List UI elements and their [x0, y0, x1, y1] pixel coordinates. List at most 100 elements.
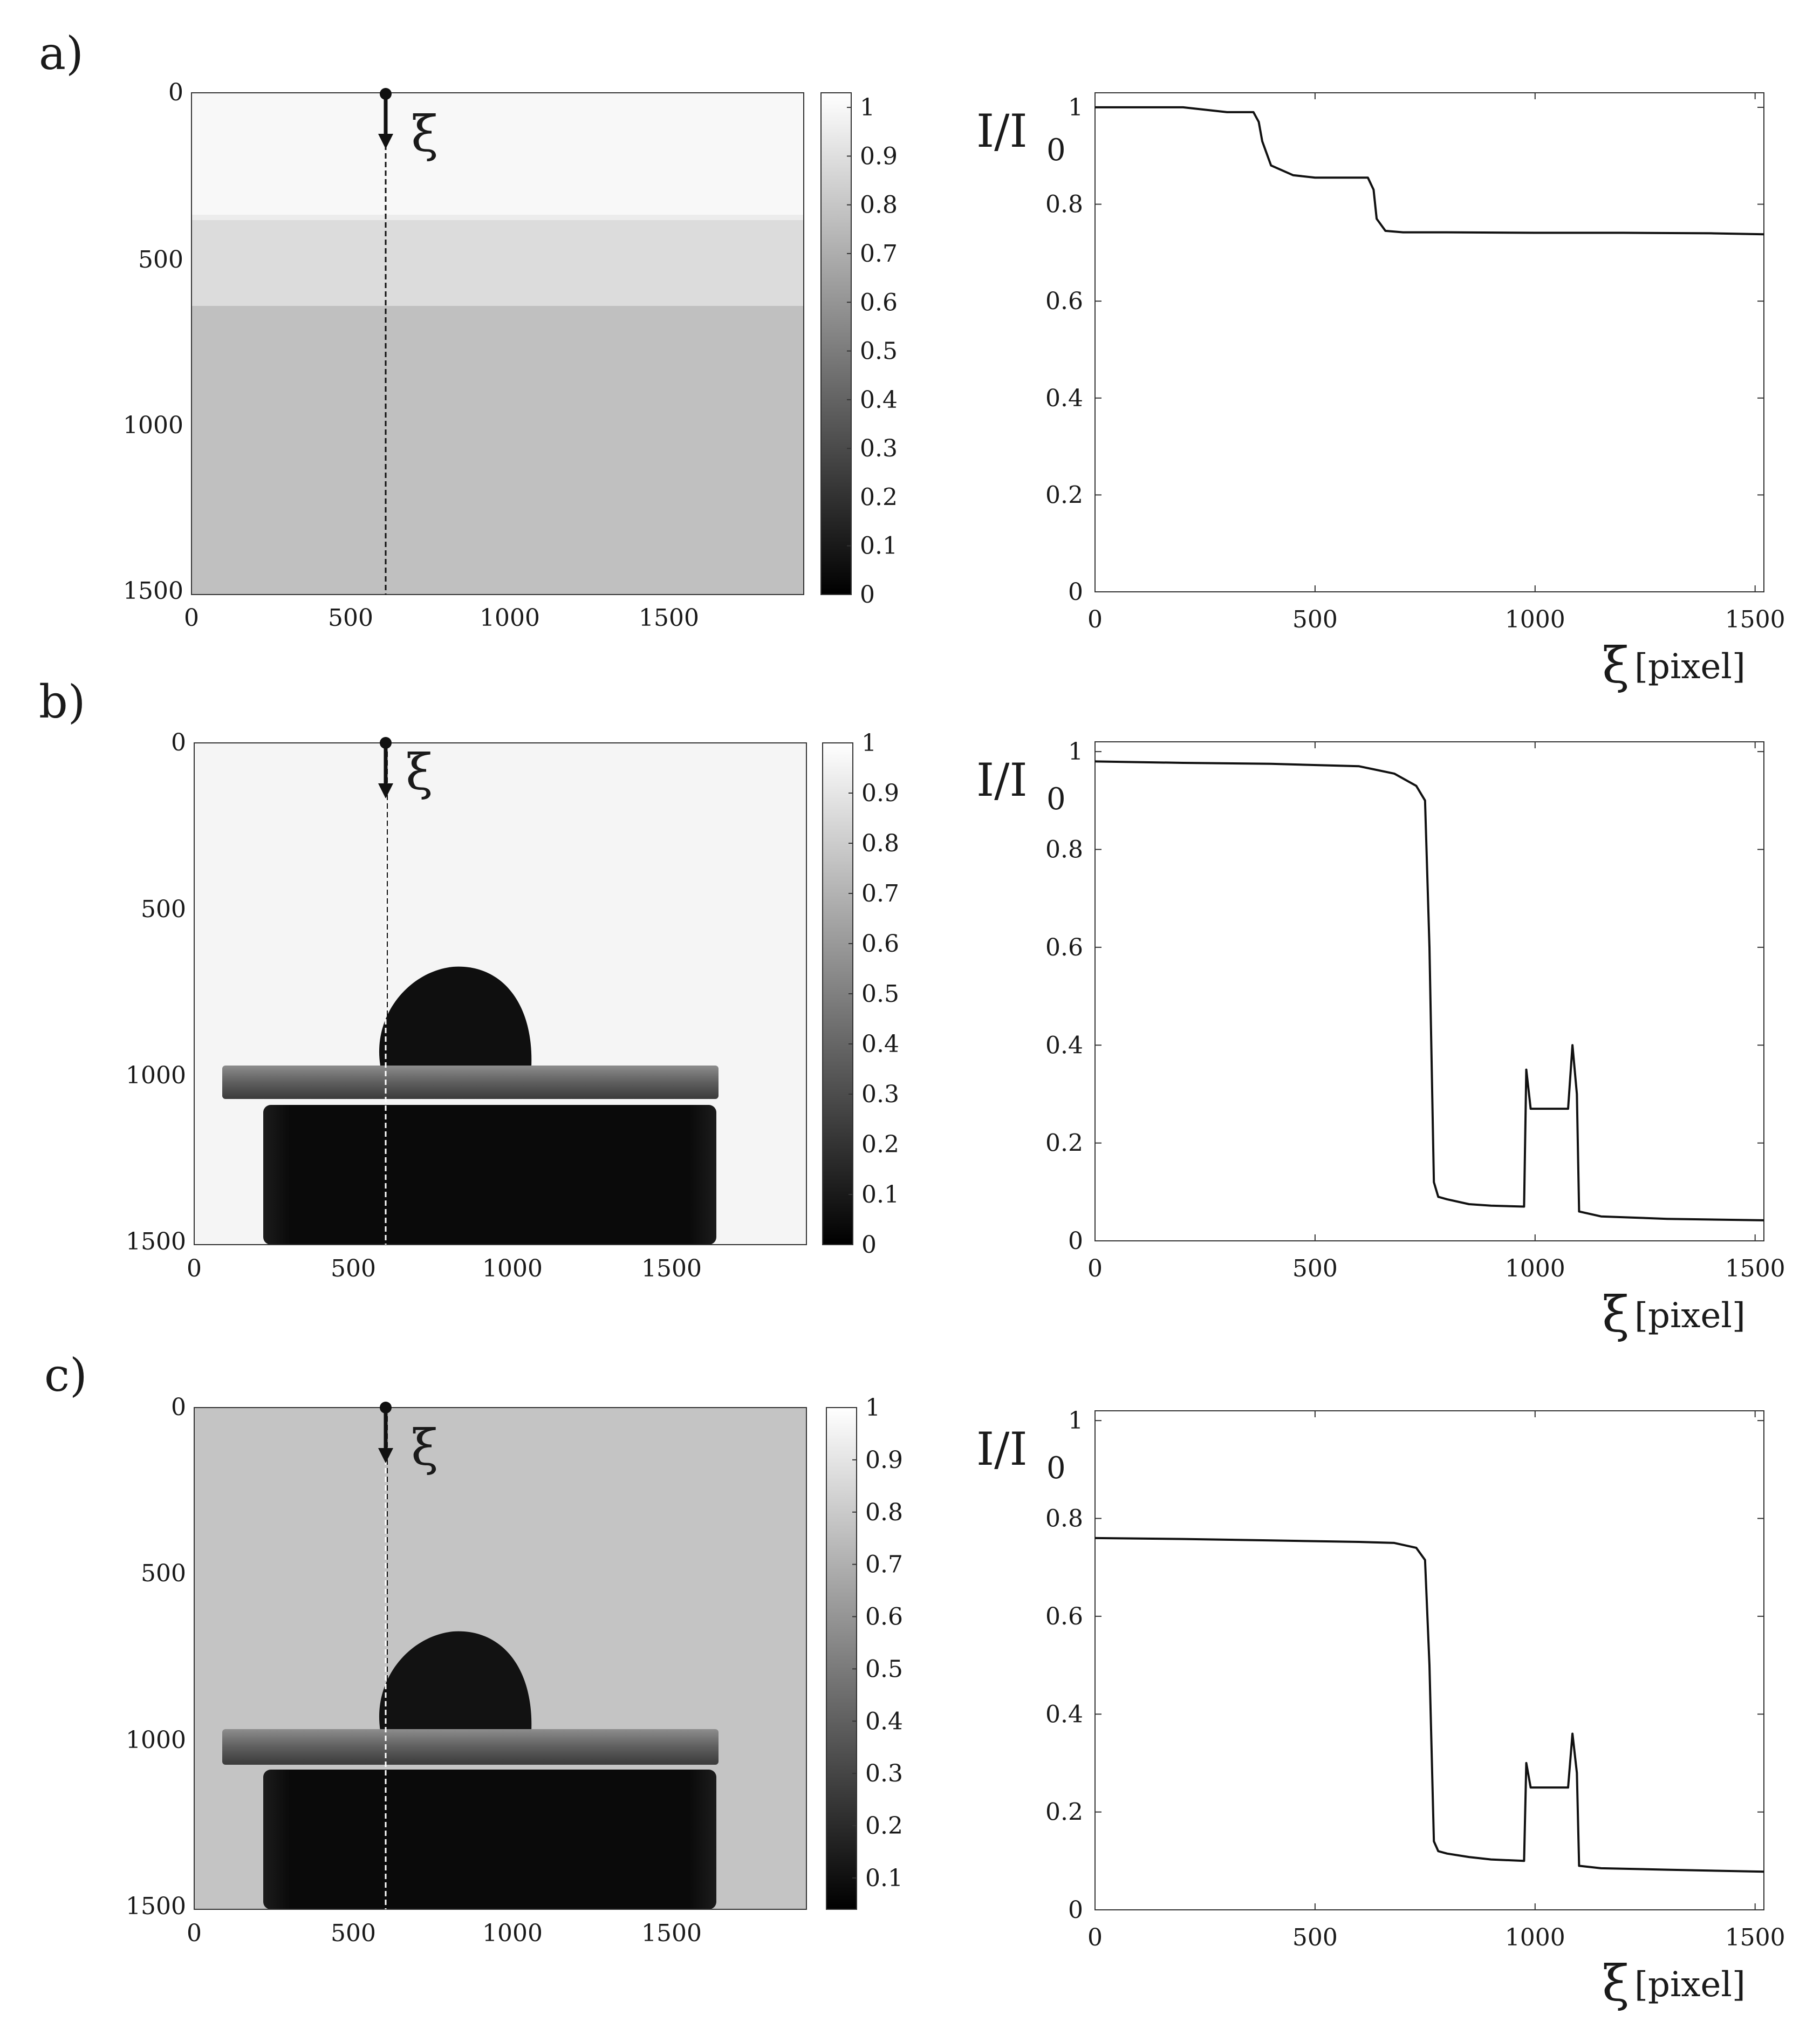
- y-tick-label: 0.6: [1045, 1603, 1083, 1630]
- y-tick-label: 0.4: [1045, 385, 1083, 412]
- plot-frame: [1094, 92, 1764, 592]
- y-axis-label: I/I: [976, 754, 1028, 807]
- image-c-ytick: 0: [171, 1394, 186, 1421]
- image-c-xtick: 1000: [482, 1920, 543, 1947]
- colorbar-tick-label: 1: [860, 94, 875, 121]
- plot-frame: [1094, 741, 1764, 1241]
- image-c-yticks: 0 500 1000 1500: [126, 1394, 186, 1920]
- line-plot-c: 0 500 1000 1500 0 0.2 0.4 0.6 0.8 1 I/I 0 ξ [pixel]: [976, 1407, 1785, 2012]
- panel-b: b) ξ 0 500 1000 1500 0 500 1000 1500: [39, 675, 899, 1282]
- series-line: [1095, 106, 1764, 236]
- image-c-profile-start-dot: [380, 1402, 392, 1414]
- y-axis-label-subscript: 0: [1046, 133, 1066, 168]
- x-tick-label: 1000: [1505, 606, 1565, 633]
- image-b-frame: [194, 742, 807, 1245]
- colorbar-b-ticks: 0 0.1 0.2 0.3 0.4 0.5 0.6 0.7 0.8 0.9 1: [849, 729, 899, 1259]
- image-c-xi-label: ξ: [411, 1419, 439, 1477]
- image-c-xticks: 0 500 1000 1500: [187, 1920, 702, 1947]
- image-b-ytick: 1500: [126, 1228, 186, 1255]
- x-axis-label-symbol: ξ: [1602, 1955, 1630, 2012]
- series-line: [1094, 760, 1764, 1221]
- x-tick-label: 1500: [1725, 1255, 1785, 1282]
- y-tick-label: 0.2: [1045, 481, 1083, 509]
- y-tick-label: 0.2: [1045, 1130, 1083, 1157]
- image-b-ytick: 500: [141, 896, 186, 923]
- image-b-xtick: 500: [331, 1255, 376, 1282]
- image-b-xtick: 0: [187, 1255, 202, 1282]
- image-c-ytick: 500: [141, 1560, 186, 1587]
- colorbar-tick-label: 0.6: [865, 1603, 903, 1631]
- colorbar-tick-label: 0.2: [865, 1812, 903, 1840]
- y-tick-label: 0: [1068, 1227, 1083, 1255]
- x-axis-label-symbol: ξ: [1602, 637, 1630, 694]
- x-tick-label: 500: [1292, 606, 1338, 633]
- line-plot-b: 0 500 1000 1500 0 0.2 0.4 0.6 0.8 1 I/I 0 ξ [pixel]: [976, 738, 1785, 1343]
- y-tick-label: 0.8: [1045, 836, 1083, 864]
- colorbar-tick-label: 0.9: [861, 780, 899, 807]
- colorbar-a: 0 0.1 0.2 0.3 0.4 0.5 0.6 0.7 0.8 0.9 1: [820, 92, 898, 609]
- y-tick-label: 0.8: [1045, 1505, 1083, 1533]
- colorbar-c: 0.1 0.2 0.3 0.4 0.5 0.6 0.7 0.8 0.9 1: [826, 1394, 903, 1910]
- image-c-disk: [222, 1729, 719, 1765]
- colorbar-tick-label: 0.9: [860, 142, 898, 170]
- image-b-xticks: 0 500 1000 1500: [187, 1255, 702, 1282]
- colorbar-tick-label: 0.2: [861, 1131, 899, 1158]
- colorbar-b: 0 0.1 0.2 0.3 0.4 0.5 0.6 0.7 0.8 0.9 1: [822, 729, 899, 1259]
- colorbar-tick-label: 0.8: [861, 830, 899, 857]
- image-b-profile-start-dot: [380, 737, 392, 749]
- image-c-xtick: 0: [187, 1920, 202, 1947]
- panel-label-b: b): [39, 675, 86, 728]
- x-axis-label-unit: [pixel]: [1634, 1965, 1746, 2005]
- image-a-band-edge: [191, 215, 804, 220]
- image-a-ytick: 0: [168, 79, 183, 106]
- image-a-top-region: [191, 93, 804, 217]
- colorbar-tick-label: 0.5: [861, 980, 899, 1008]
- image-c-cylinder: [263, 1770, 716, 1909]
- colorbar-tick-label: 0.6: [861, 930, 899, 958]
- plot-frame: [1094, 1410, 1764, 1910]
- image-b-xtick: 1500: [641, 1255, 702, 1282]
- x-tick-label: 500: [1292, 1924, 1338, 1951]
- image-a-xtick: 500: [328, 604, 373, 632]
- y-tick-label: 0.6: [1045, 288, 1083, 315]
- y-axis-label: I/I: [976, 105, 1028, 158]
- image-b-xtick: 1000: [482, 1255, 543, 1282]
- panel-a: a) ξ 0 500 1000 1500 0 500 1000 1500: [39, 27, 898, 632]
- x-tick-label: 1500: [1725, 1924, 1785, 1951]
- colorbar-tick-label: 0.6: [860, 289, 898, 316]
- y-tick-label: 1: [1068, 1407, 1083, 1435]
- image-a-xtick: 1500: [639, 604, 699, 632]
- y-tick-label: 0: [1068, 1896, 1083, 1924]
- y-tick-label: 0.4: [1045, 1032, 1083, 1059]
- image-b-disk: [222, 1066, 719, 1099]
- x-axis-label-symbol: ξ: [1602, 1286, 1630, 1343]
- y-tick-label: 1: [1068, 94, 1083, 121]
- colorbar-tick-label: 0.2: [860, 483, 898, 511]
- colorbar-c-ticks: 0.1 0.2 0.3 0.4 0.5 0.6 0.7 0.8 0.9 1: [852, 1394, 903, 1892]
- y-tick-label: 0.8: [1045, 191, 1083, 218]
- image-a-ytick: 1000: [123, 412, 183, 439]
- x-tick-label: 1000: [1505, 1924, 1565, 1951]
- image-a-frame: [191, 92, 804, 595]
- colorbar-tick-label: 0.5: [860, 338, 898, 365]
- x-tick-label: 0: [1087, 1255, 1103, 1282]
- image-a-middle-band: [191, 217, 804, 306]
- image-a-yticks: 0 500 1000 1500: [123, 79, 183, 605]
- image-a: ξ 0 500 1000 1500 0 500 1000 1500: [123, 79, 804, 632]
- y-axis-label-subscript: 0: [1046, 782, 1066, 817]
- panel-label-c: c): [44, 1349, 87, 1402]
- image-b-cylinder: [263, 1105, 716, 1245]
- image-b-ytick: 1000: [126, 1062, 186, 1089]
- colorbar-tick-label: 0: [861, 1231, 877, 1259]
- y-axis-label: I/I: [976, 1423, 1028, 1476]
- series-line: [1094, 1537, 1764, 1873]
- y-tick-label: 0.4: [1045, 1701, 1083, 1728]
- colorbar-tick-label: 0.4: [861, 1030, 899, 1058]
- colorbar-tick-label: 0.7: [865, 1551, 903, 1579]
- y-tick-label: 0.2: [1045, 1799, 1083, 1826]
- image-b: ξ 0 500 1000 1500 0 500 1000 1500: [126, 729, 807, 1282]
- image-b-droplet: [379, 966, 532, 1067]
- colorbar-tick-label: 0.7: [861, 880, 899, 907]
- x-tick-label: 0: [1087, 606, 1103, 633]
